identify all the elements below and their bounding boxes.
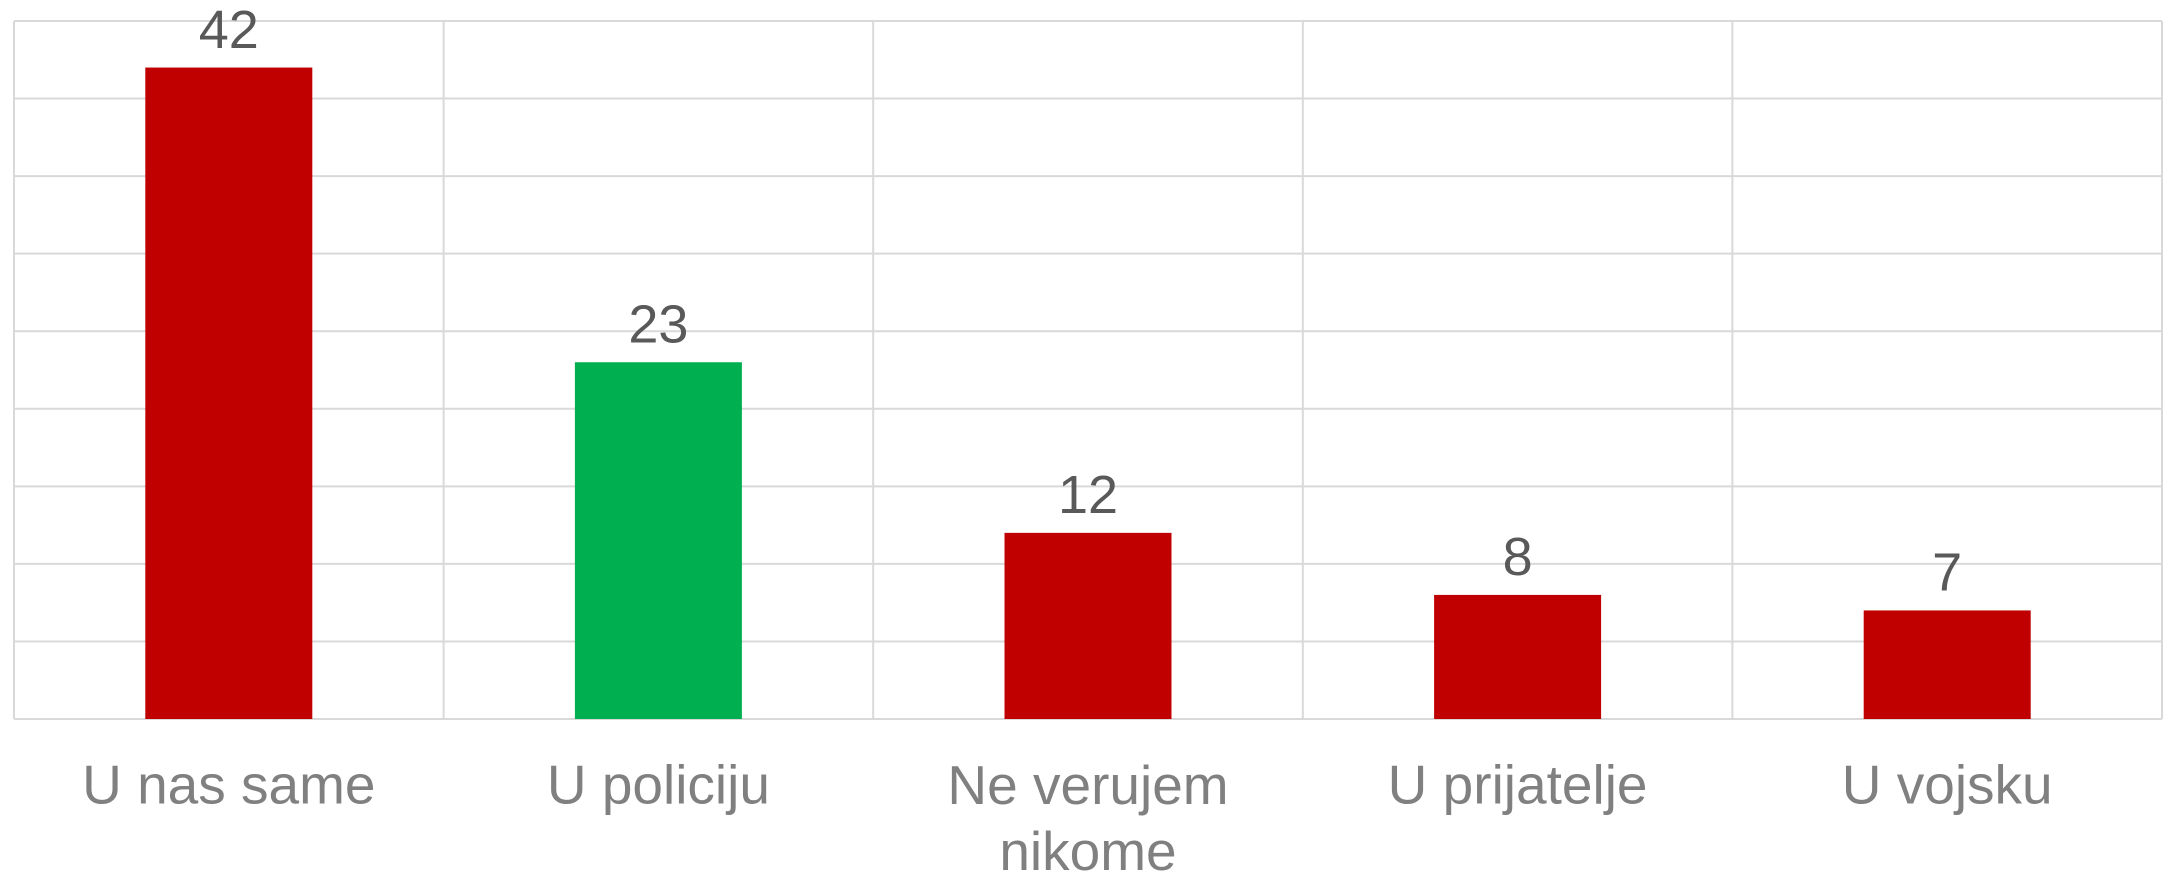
data-label: 12 [1058, 465, 1118, 525]
bar [1004, 532, 1172, 719]
data-label: 42 [199, 0, 259, 60]
x-tick-label: U nas same [82, 754, 375, 816]
data-label: 8 [1503, 527, 1533, 587]
bar [1863, 610, 2031, 719]
data-label: 7 [1932, 543, 1962, 603]
x-tick-label: U policiju [547, 754, 770, 816]
bar [1434, 594, 1602, 719]
x-tick-label: Ne verujem nikome [947, 754, 1228, 880]
bar [574, 362, 742, 719]
bar [145, 67, 313, 720]
x-tick-label: U prijatelje [1388, 754, 1648, 816]
x-tick-label: U vojsku [1842, 754, 2053, 816]
data-label: 23 [628, 295, 688, 355]
